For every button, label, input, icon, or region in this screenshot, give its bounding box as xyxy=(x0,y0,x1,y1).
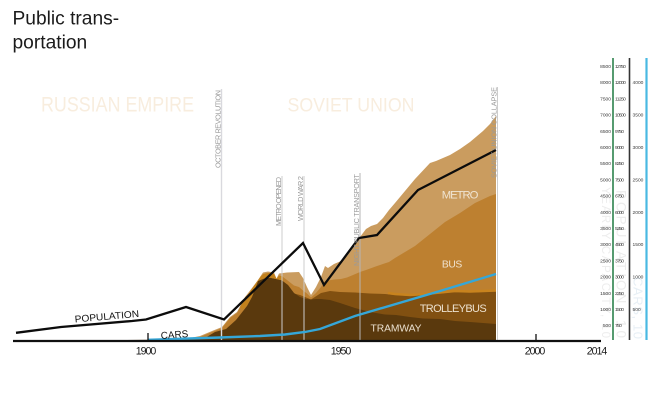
svg-text:2000: 2000 xyxy=(633,210,644,216)
svg-text:6000: 6000 xyxy=(600,145,611,151)
svg-text:RUSSIAN EMPIRE: RUSSIAN EMPIRE xyxy=(41,93,194,117)
svg-text:1000: 1000 xyxy=(600,307,611,313)
svg-text:1900: 1900 xyxy=(136,346,157,358)
svg-text:2014: 2014 xyxy=(587,346,608,358)
svg-text:2000: 2000 xyxy=(525,346,546,358)
svg-text:4000: 4000 xyxy=(633,80,644,86)
svg-text:6000: 6000 xyxy=(615,210,624,216)
svg-text:METRO: METRO xyxy=(442,190,479,202)
svg-text:12750: 12750 xyxy=(615,64,626,70)
svg-text:6750: 6750 xyxy=(615,194,624,200)
svg-text:4500: 4500 xyxy=(615,242,624,248)
svg-text:11250: 11250 xyxy=(615,96,626,102)
svg-text:7500: 7500 xyxy=(615,177,624,183)
svg-text:3000: 3000 xyxy=(633,145,644,151)
svg-text:750: 750 xyxy=(615,323,622,329)
svg-text:POPULATION, 10: POPULATION, 10 xyxy=(614,190,629,338)
svg-text:7500: 7500 xyxy=(600,96,611,102)
svg-text:9000: 9000 xyxy=(615,145,624,151)
svg-text:2500: 2500 xyxy=(633,177,644,183)
svg-text:12000: 12000 xyxy=(615,80,626,86)
svg-text:OCTOBER REVOLUTION: OCTOBER REVOLUTION xyxy=(214,90,223,168)
svg-text:1500: 1500 xyxy=(615,307,624,313)
svg-text:4000: 4000 xyxy=(600,210,611,216)
svg-text:5250: 5250 xyxy=(615,226,624,232)
svg-text:500: 500 xyxy=(633,307,641,313)
svg-text:5500: 5500 xyxy=(600,161,611,167)
svg-text:1500: 1500 xyxy=(600,291,611,297)
svg-text:500: 500 xyxy=(603,323,611,329)
svg-text:2500: 2500 xyxy=(600,258,611,264)
svg-text:8000: 8000 xyxy=(600,80,611,86)
svg-text:8250: 8250 xyxy=(615,161,624,167)
svg-text:3000: 3000 xyxy=(615,275,624,281)
svg-text:4500: 4500 xyxy=(600,194,611,200)
svg-text:METRO OPENED: METRO OPENED xyxy=(274,177,283,226)
svg-text:3000: 3000 xyxy=(600,242,611,248)
svg-text:3750: 3750 xyxy=(615,258,624,264)
svg-text:3500: 3500 xyxy=(600,226,611,232)
svg-text:1500: 1500 xyxy=(633,242,644,248)
svg-text:NIGHT PUBLIC TRANSPORT: NIGHT PUBLIC TRANSPORT xyxy=(352,173,361,266)
svg-text:7000: 7000 xyxy=(600,113,611,119)
svg-text:CARS, 10: CARS, 10 xyxy=(631,277,646,339)
svg-text:YEARLY CAPACITY, 10: YEARLY CAPACITY, 10 xyxy=(599,187,611,338)
svg-text:TROLLEYBUS: TROLLEYBUS xyxy=(420,303,487,315)
svg-text:2250: 2250 xyxy=(615,291,624,297)
svg-text:SOVIET UNION COLLAPSE: SOVIET UNION COLLAPSE xyxy=(490,87,499,178)
svg-text:SOVIET UNION: SOVIET UNION xyxy=(288,95,415,117)
svg-text:1950: 1950 xyxy=(331,346,352,358)
svg-text:portation: portation xyxy=(13,33,88,54)
svg-text:2000: 2000 xyxy=(600,275,611,281)
svg-text:9750: 9750 xyxy=(615,129,624,135)
svg-text:3500: 3500 xyxy=(633,113,644,119)
svg-text:BUS: BUS xyxy=(442,260,462,271)
svg-text:1000: 1000 xyxy=(633,275,644,281)
svg-text:Public trans-: Public trans- xyxy=(13,9,120,30)
svg-text:5000: 5000 xyxy=(600,177,611,183)
svg-text:WORLD WAR 2: WORLD WAR 2 xyxy=(296,176,305,221)
svg-text:TRAMWAY: TRAMWAY xyxy=(371,324,422,335)
svg-text:10500: 10500 xyxy=(615,113,626,119)
svg-text:6500: 6500 xyxy=(600,129,611,135)
svg-text:8500: 8500 xyxy=(600,64,611,70)
svg-text:CARS: CARS xyxy=(160,329,189,342)
